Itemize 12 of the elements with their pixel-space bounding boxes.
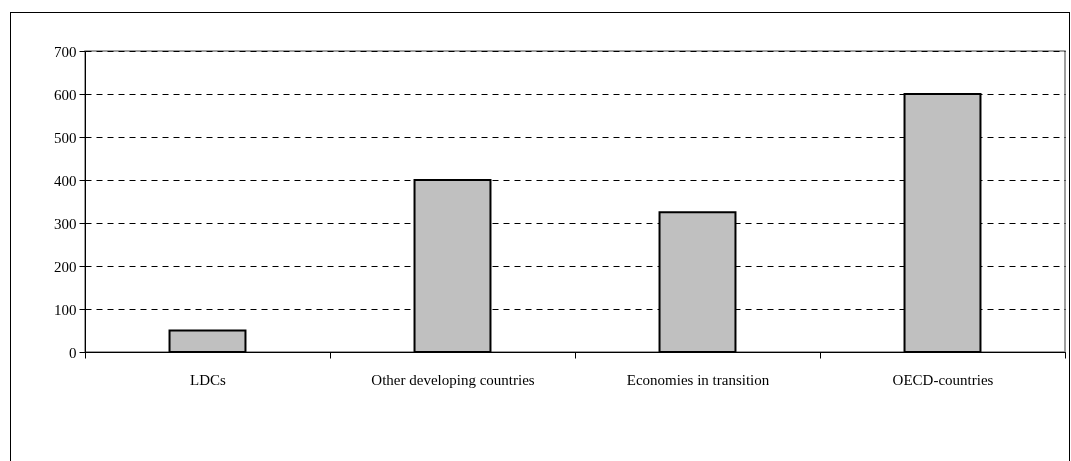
y-tick-label: 0 — [69, 344, 77, 361]
y-tick-label: 500 — [54, 129, 77, 146]
x-tick-label: LDCs — [190, 371, 227, 388]
x-tick-label: OECD-countries — [892, 371, 994, 388]
x-tick-label: Economies in transition — [626, 371, 770, 388]
y-tick-label: 400 — [54, 172, 77, 189]
x-tick-label: Other developing countries — [371, 371, 535, 388]
y-tick-label: 300 — [54, 215, 77, 232]
y-tick-label: 200 — [54, 258, 77, 275]
y-tick-label: 600 — [54, 86, 77, 103]
y-tick-label: 100 — [54, 301, 77, 318]
y-tick-label: 700 — [54, 43, 77, 60]
